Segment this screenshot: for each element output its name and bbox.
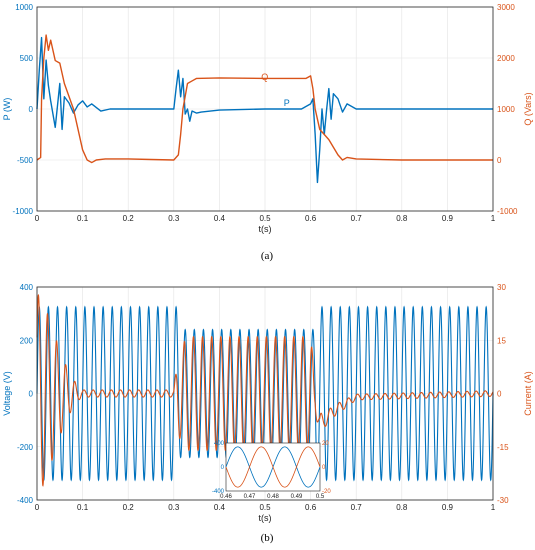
y-tick-label-right: 30 (497, 283, 506, 292)
y-tick-label-right: 0 (497, 156, 502, 165)
inset-x-tick-label: 0.46 (220, 494, 232, 500)
x-tick-label: 0.1 (77, 503, 89, 512)
inset-x-tick-label: 0.5 (316, 494, 325, 500)
y-tick-label-right: 3000 (497, 3, 515, 12)
chart-b-frame (36, 286, 494, 501)
inset-y-tick-label-left: 0 (221, 465, 225, 471)
x-tick-label: 0.2 (123, 503, 135, 512)
x-tick-label: 0.8 (396, 503, 408, 512)
x-tick-label: 1 (491, 503, 496, 512)
x-tick-label: 0.1 (77, 214, 89, 223)
chart-a-series (36, 34, 493, 184)
x-tick-label: 1 (491, 214, 496, 223)
y-tick-label-right: 15 (497, 336, 506, 345)
series-line-voltage (36, 305, 494, 482)
chart-b: 0 0.1 0.2 0.3 0.4 0.5 0.6 0.7 0.8 0.9 14002000-200… (2, 283, 533, 523)
x-tick-label: 0.3 (168, 503, 180, 512)
y-tick-label-left: 500 (20, 54, 34, 63)
chart-b-x-axis-label: t(s) (259, 513, 272, 523)
y-tick-label-left: -200 (17, 443, 34, 452)
x-tick-label: 0.4 (214, 503, 226, 512)
inset-y-tick-label-right: 20 (322, 441, 329, 447)
x-tick-label: 0 (35, 214, 40, 223)
y-tick-label-left: -400 (17, 496, 34, 505)
x-tick-label: 0.7 (351, 503, 363, 512)
chart-a-y-axis-label-left: P (W) (2, 98, 12, 121)
y-tick-label-right: -30 (497, 496, 509, 505)
y-tick-label-right: -15 (497, 443, 509, 452)
inset-y-tick-label-right: -20 (322, 489, 331, 495)
inset-x-tick-label: 0.47 (244, 494, 256, 500)
y-tick-label-right: -1000 (497, 207, 518, 216)
series-line-p (36, 36, 493, 184)
caption-b: (b) (261, 532, 274, 544)
chart-a-tick-labels: 0 0.1 0.2 0.3 0.4 0.5 0.6 0.7 0.8 0.9 1 1000 500 0 -50… (13, 3, 518, 223)
chart-a-x-axis-label: t(s) (259, 224, 272, 234)
x-tick-label: 0.5 (259, 503, 271, 512)
chart-a-series-label-q: Q (261, 72, 268, 82)
inset-x-tick-label: 0.49 (291, 494, 303, 500)
x-tick-label: 0.3 (168, 214, 180, 223)
x-tick-label: 0.5 (259, 214, 271, 223)
x-tick-label: 0.6 (305, 214, 317, 223)
y-tick-label-left: -500 (17, 156, 34, 165)
chart-b-tick-labels: 0 0.1 0.2 0.3 0.4 0.5 0.6 0.7 0.8 0.9 14002000-200… (17, 283, 509, 512)
chart-a-y-axis-label-right: Q (Vars) (523, 92, 533, 125)
x-tick-label: 0.9 (442, 503, 454, 512)
x-tick-label: 0.7 (351, 214, 363, 223)
chart-a-frame (36, 6, 494, 212)
y-tick-label-left: -1000 (13, 207, 34, 216)
y-tick-label-left: 0 (29, 390, 34, 399)
x-tick-label: 0.2 (123, 214, 135, 223)
y-tick-label-right: 1000 (497, 105, 515, 114)
y-tick-label-left: 200 (20, 336, 34, 345)
chart-b-inset: 0.46 0.47 0.48 0.49 0.5 400 0 -400 20 0 -20 (212, 441, 331, 500)
y-tick-label-right: 0 (497, 390, 502, 399)
x-tick-label: 0.8 (396, 214, 408, 223)
y-tick-label-right: 2000 (497, 54, 515, 63)
y-tick-label-left: 0 (29, 105, 34, 114)
chart-a-series-label-p: P (284, 98, 290, 108)
chart-b-y-axis-label-left: Voltage (V) (2, 371, 12, 416)
inset-y-tick-label-right: 0 (322, 465, 326, 471)
inset-current-line (225, 446, 321, 488)
series-line-q (36, 34, 493, 164)
chart-a: 0 0.1 0.2 0.3 0.4 0.5 0.6 0.7 0.8 0.9 1 1000 500 0 -50… (2, 3, 533, 234)
chart-b-series (36, 293, 494, 487)
series-line-current (36, 293, 494, 487)
x-tick-label: 0.9 (442, 214, 454, 223)
x-tick-label: 0.4 (214, 214, 226, 223)
inset-x-tick-label: 0.48 (267, 494, 279, 500)
caption-a: (a) (261, 250, 274, 262)
y-tick-label-left: 400 (20, 283, 34, 292)
chart-b-y-axis-label-right: Current (A) (523, 371, 533, 416)
x-tick-label: 0 (35, 503, 40, 512)
inset-y-tick-label-left: 400 (214, 441, 225, 447)
y-tick-label-left: 1000 (15, 3, 33, 12)
inset-y-tick-label-left: -400 (212, 489, 225, 495)
x-tick-label: 0.6 (305, 503, 317, 512)
